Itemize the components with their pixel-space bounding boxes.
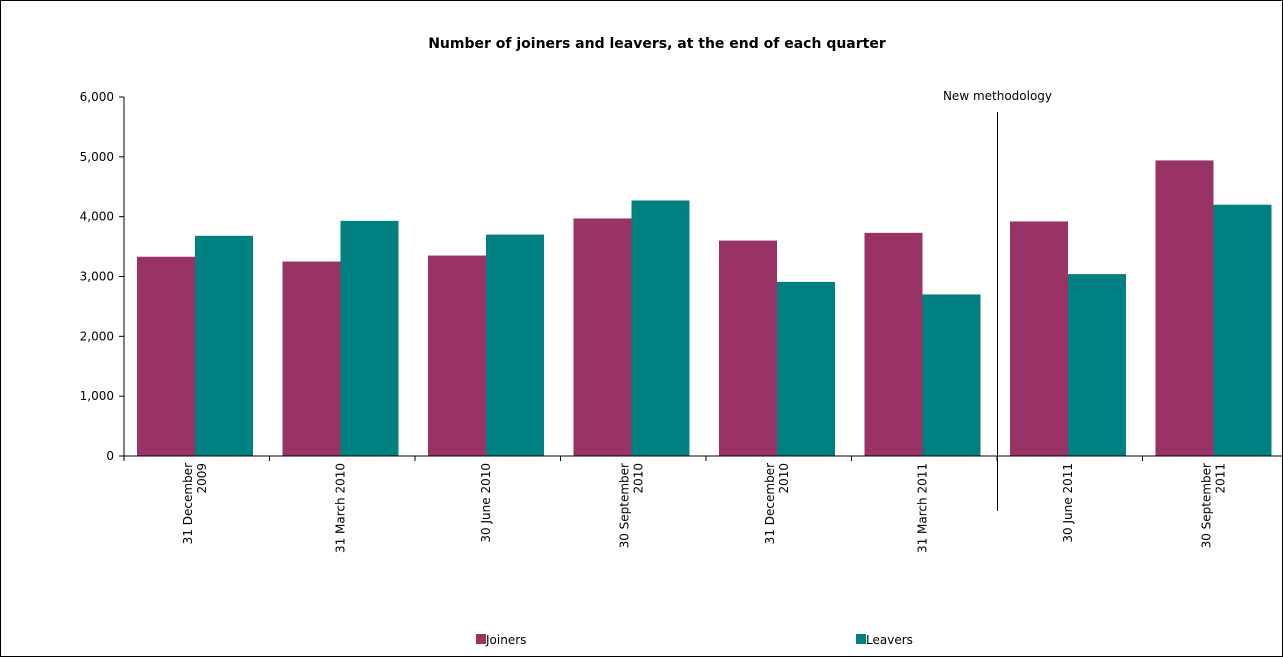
legend-swatch-leavers xyxy=(856,634,866,644)
x-category-label-line: 30 June 2010 xyxy=(479,463,493,543)
y-tick-label: 1,000 xyxy=(80,389,114,403)
bar-joiners xyxy=(137,256,195,456)
x-category-label-line: 2010 xyxy=(777,463,791,494)
legend-swatch-joiners xyxy=(476,634,486,644)
y-tick-label: 4,000 xyxy=(80,210,114,224)
y-axis-ticks: 0 1,000 2,000 3,000 4,000 5,000 6,000 xyxy=(80,90,124,463)
x-category-label-line: 31 December xyxy=(181,463,195,544)
bar-joiners xyxy=(864,232,923,456)
x-category-label-line: 2010 xyxy=(632,463,646,494)
x-category-label: 30 June 2011 xyxy=(1061,463,1075,543)
bar-leavers xyxy=(922,294,981,456)
y-tick-label: 6,000 xyxy=(80,90,114,104)
x-category-label-line: 2009 xyxy=(195,463,209,494)
y-tick-label: 2,000 xyxy=(80,329,114,343)
legend-label-joiners: Joiners xyxy=(485,633,526,647)
bar-joiners xyxy=(1010,221,1068,456)
x-category-label-line: 31 December xyxy=(763,463,777,544)
y-tick-label: 3,000 xyxy=(80,270,114,284)
x-category-label-line: 30 September xyxy=(618,463,632,548)
legend-label-leavers: Leavers xyxy=(866,633,913,647)
y-tick-label: 5,000 xyxy=(80,150,114,164)
x-category-label-line: 2011 xyxy=(1214,463,1228,494)
x-category-label: 30 June 2010 xyxy=(479,463,493,543)
bar-leavers xyxy=(340,220,399,456)
x-category-label-line: 30 June 2011 xyxy=(1061,463,1075,543)
axes-group xyxy=(119,97,1283,461)
bars-group xyxy=(137,160,1272,456)
bar-leavers xyxy=(631,200,690,456)
chart-title: Number of joiners and leavers, at the en… xyxy=(428,36,886,52)
bar-leavers xyxy=(195,235,253,456)
bar-joiners xyxy=(719,240,777,456)
bar-leavers xyxy=(1068,274,1126,456)
bar-leavers xyxy=(777,281,835,456)
x-category-label-line: 31 March 2010 xyxy=(334,463,348,553)
bar-leavers xyxy=(486,234,544,456)
annotation-group: New methodology xyxy=(943,89,1052,511)
x-category-label: 30 September2011 xyxy=(1200,463,1228,548)
annotation-label: New methodology xyxy=(943,89,1052,103)
x-category-label-line: 31 March 2011 xyxy=(916,463,930,553)
bar-joiners xyxy=(428,255,486,456)
x-category-label: 31 March 2010 xyxy=(334,463,348,553)
x-category-label-line: 30 September xyxy=(1200,463,1214,548)
x-category-label: 31 December2010 xyxy=(763,463,791,544)
bar-joiners xyxy=(573,218,632,456)
bar-joiners xyxy=(282,261,341,456)
legend: Joiners Leavers xyxy=(476,633,913,647)
x-category-label: 31 December2009 xyxy=(181,463,209,544)
y-tick-label: 0 xyxy=(106,449,114,463)
category-labels: 31 December2009 31 March 2010 30 June 2010… xyxy=(181,463,1228,553)
x-category-label: 30 September2010 xyxy=(618,463,646,548)
bar-joiners xyxy=(1155,160,1214,456)
bar-leavers xyxy=(1213,204,1272,456)
x-category-label: 31 March 2011 xyxy=(916,463,930,553)
